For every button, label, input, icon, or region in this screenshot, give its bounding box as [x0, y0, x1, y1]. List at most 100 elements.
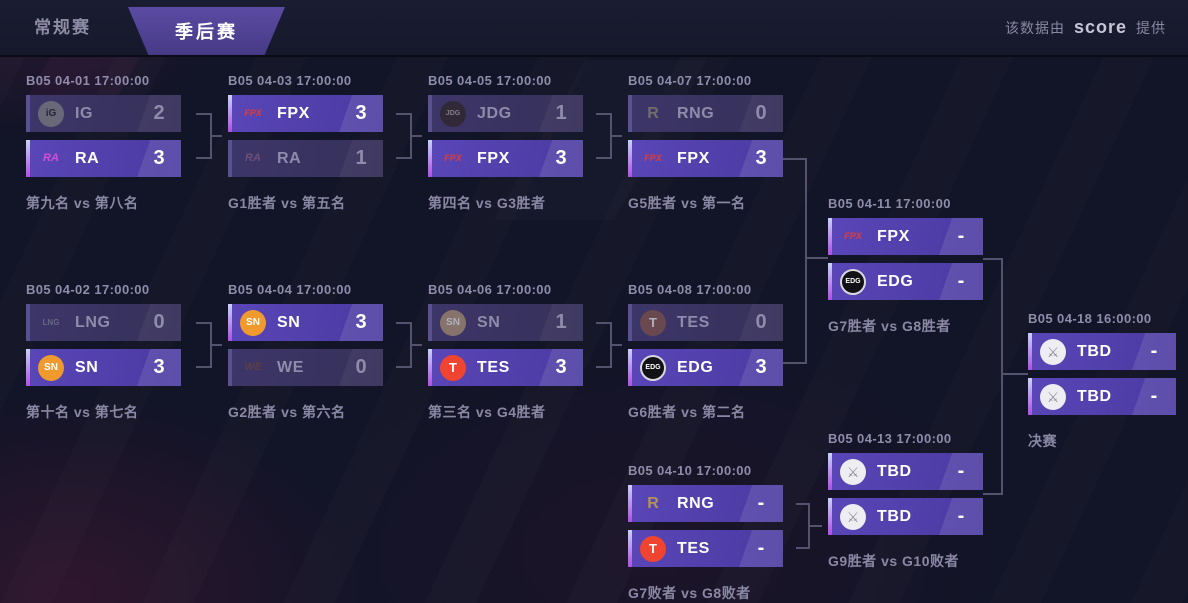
team-score: 3 [555, 356, 567, 378]
tab-regular-season[interactable]: 常规赛 [34, 18, 91, 37]
match-label: 第十名 vs 第七名 [26, 404, 139, 420]
team-score: 0 [755, 311, 767, 333]
team-accent-bar [428, 304, 432, 341]
team-row[interactable]: ⚔ TBD - [1028, 378, 1176, 415]
team-score: 1 [555, 311, 567, 333]
bracket-connector [196, 322, 212, 368]
team-row[interactable]: SN SN 3 [228, 304, 383, 341]
team-row[interactable]: FPX FPX 3 [228, 95, 383, 132]
team-name: RA [277, 149, 302, 167]
team-logo-icon: ⚔ [840, 458, 866, 485]
team-row[interactable]: EDG EDG - [828, 263, 983, 300]
team-score: 3 [153, 356, 165, 378]
team-name: SN [277, 313, 301, 331]
bracket-connector [212, 135, 222, 137]
team-row[interactable]: WE WE 0 [228, 349, 383, 386]
team-row[interactable]: ⚔ TBD - [1028, 333, 1176, 370]
top-tab-bar: 常规赛 季后赛 该数据由 score 提供 [0, 0, 1188, 57]
match-label: G7败者 vs G8败者 [628, 585, 751, 601]
bracket-connector [612, 344, 622, 346]
team-accent-bar [26, 304, 30, 341]
team-accent-bar [828, 498, 832, 535]
team-accent-bar [26, 140, 30, 177]
team-score: 3 [153, 147, 165, 169]
tab-playoffs[interactable]: 季后赛 [128, 7, 285, 55]
match-datetime: B05 04-11 17:00:00 [828, 196, 951, 211]
team-logo-icon: LNG [42, 317, 60, 327]
team-name: TBD [877, 462, 912, 480]
team-score: - [957, 225, 965, 247]
bracket-connector [810, 525, 822, 527]
bracket-connector [612, 135, 622, 137]
team-score: 0 [755, 102, 767, 124]
team-row[interactable]: T TES - [628, 530, 783, 567]
team-row[interactable]: FPX FPX - [828, 218, 983, 255]
match-datetime: B05 04-01 17:00:00 [26, 73, 150, 88]
team-logo-icon: ⚔ [1040, 383, 1066, 410]
team-row[interactable]: R RNG - [628, 485, 783, 522]
team-row[interactable]: FPX FPX 3 [628, 140, 783, 177]
team-score: - [757, 492, 765, 514]
match-card: B05 04-07 17:00:00 R RNG 0 FPX FPX 3 G5胜… [628, 73, 783, 213]
bracket-connector [412, 344, 422, 346]
match-datetime: B05 04-18 16:00:00 [1028, 311, 1152, 326]
team-score: 3 [355, 102, 367, 124]
provider-brand-logo: score [1073, 17, 1127, 37]
bracket-connector [396, 113, 412, 159]
team-logo-icon: ⚔ [840, 503, 866, 530]
match-label: 第九名 vs 第八名 [26, 195, 139, 211]
team-score: - [757, 537, 765, 559]
team-score: - [957, 460, 965, 482]
team-score: 1 [555, 102, 567, 124]
team-accent-bar [428, 349, 432, 386]
team-accent-bar [828, 218, 832, 255]
match-label: 决赛 [1028, 433, 1057, 449]
team-logo-icon: ⚔ [1040, 338, 1066, 365]
match-datetime: B05 04-02 17:00:00 [26, 282, 150, 297]
team-accent-bar [1028, 378, 1032, 415]
match-card: B05 04-06 17:00:00 SN SN 1 T TES 3 第三名 v… [428, 282, 583, 422]
team-row[interactable]: EDG EDG 3 [628, 349, 783, 386]
team-row[interactable]: ⚔ TBD - [828, 453, 983, 490]
team-row[interactable]: JDG JDG 1 [428, 95, 583, 132]
match-datetime: B05 04-10 17:00:00 [628, 463, 752, 478]
team-score: 3 [555, 147, 567, 169]
team-row[interactable]: RA RA 1 [228, 140, 383, 177]
team-logo-icon: RA [245, 152, 261, 164]
match-label: 第三名 vs G4胜者 [428, 404, 546, 420]
team-row[interactable]: R RNG 0 [628, 95, 783, 132]
team-score: 3 [755, 356, 767, 378]
team-name: TBD [877, 507, 912, 525]
team-accent-bar [628, 140, 632, 177]
bracket-connector [1001, 373, 1028, 375]
bracket-connector [983, 258, 1003, 495]
team-logo-icon: FPX [444, 153, 462, 163]
team-row[interactable]: RA RA 3 [26, 140, 181, 177]
team-row[interactable]: SN SN 1 [428, 304, 583, 341]
team-row[interactable]: FPX FPX 3 [428, 140, 583, 177]
team-row[interactable]: SN SN 3 [26, 349, 181, 386]
match-label: G2胜者 vs 第六名 [228, 404, 346, 420]
team-name: TES [677, 313, 710, 331]
team-accent-bar [1028, 333, 1032, 370]
team-accent-bar [428, 140, 432, 177]
match-label: 第四名 vs G3胜者 [428, 195, 546, 211]
team-accent-bar [628, 304, 632, 341]
bracket-connector [196, 113, 212, 159]
team-logo-icon: T [640, 535, 666, 562]
team-row[interactable]: iG IG 2 [26, 95, 181, 132]
team-row[interactable]: T TES 3 [428, 349, 583, 386]
bracket-connector [805, 257, 828, 259]
team-row[interactable]: LNG LNG 0 [26, 304, 181, 341]
match-card: B05 04-02 17:00:00 LNG LNG 0 SN SN 3 第十名… [26, 282, 181, 422]
team-score: - [957, 270, 965, 292]
team-accent-bar [26, 349, 30, 386]
team-row[interactable]: T TES 0 [628, 304, 783, 341]
match-label: G1胜者 vs 第五名 [228, 195, 346, 211]
match-datetime: B05 04-05 17:00:00 [428, 73, 552, 88]
match-card: B05 04-04 17:00:00 SN SN 3 WE WE 0 G2胜者 … [228, 282, 383, 422]
team-accent-bar [628, 349, 632, 386]
team-accent-bar [628, 485, 632, 522]
team-name: SN [477, 313, 501, 331]
team-row[interactable]: ⚔ TBD - [828, 498, 983, 535]
